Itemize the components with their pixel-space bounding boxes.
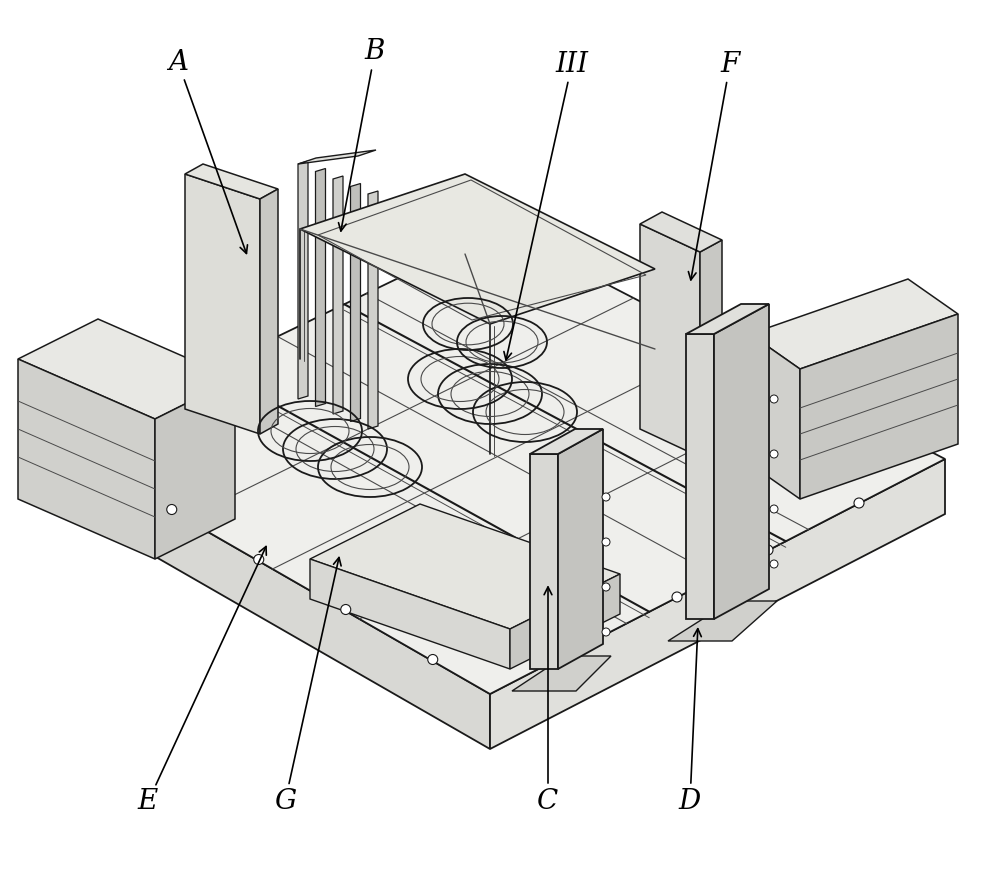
Polygon shape	[300, 174, 655, 324]
Circle shape	[341, 605, 351, 614]
Circle shape	[763, 545, 773, 555]
Circle shape	[602, 493, 610, 501]
Polygon shape	[185, 174, 260, 434]
Polygon shape	[316, 169, 326, 406]
Polygon shape	[310, 504, 620, 629]
Circle shape	[854, 498, 864, 508]
Polygon shape	[686, 304, 769, 334]
Circle shape	[602, 628, 610, 636]
Circle shape	[770, 450, 778, 458]
Circle shape	[770, 505, 778, 513]
Polygon shape	[800, 314, 958, 499]
Polygon shape	[55, 229, 945, 694]
Circle shape	[254, 555, 264, 565]
Polygon shape	[333, 176, 343, 414]
Polygon shape	[750, 334, 800, 499]
Circle shape	[770, 560, 778, 568]
Polygon shape	[530, 429, 603, 454]
Circle shape	[672, 592, 682, 602]
Polygon shape	[714, 304, 769, 619]
Polygon shape	[260, 189, 278, 434]
Polygon shape	[640, 212, 722, 252]
Circle shape	[428, 654, 438, 664]
Circle shape	[602, 583, 610, 591]
Text: F: F	[720, 51, 740, 77]
Polygon shape	[750, 279, 958, 369]
Text: B: B	[365, 38, 385, 65]
Text: A: A	[168, 49, 188, 76]
Text: D: D	[679, 789, 701, 815]
Polygon shape	[640, 224, 700, 457]
Polygon shape	[700, 240, 722, 457]
Polygon shape	[558, 429, 603, 669]
Circle shape	[770, 395, 778, 403]
Polygon shape	[55, 444, 490, 749]
Polygon shape	[18, 319, 235, 419]
Text: III: III	[556, 51, 588, 77]
Text: E: E	[138, 789, 158, 815]
Polygon shape	[185, 164, 278, 199]
Polygon shape	[18, 359, 155, 559]
Polygon shape	[512, 656, 611, 691]
Polygon shape	[298, 150, 376, 164]
Polygon shape	[686, 334, 714, 619]
Polygon shape	[310, 559, 510, 669]
Polygon shape	[351, 183, 361, 421]
Polygon shape	[510, 574, 620, 669]
Circle shape	[602, 538, 610, 546]
Polygon shape	[155, 379, 235, 559]
Polygon shape	[298, 161, 308, 399]
Polygon shape	[668, 601, 777, 641]
Text: G: G	[274, 789, 296, 815]
Polygon shape	[530, 454, 558, 669]
Polygon shape	[490, 459, 945, 749]
Text: C: C	[537, 789, 559, 815]
Polygon shape	[368, 191, 378, 429]
Circle shape	[581, 639, 591, 649]
Circle shape	[167, 504, 177, 515]
